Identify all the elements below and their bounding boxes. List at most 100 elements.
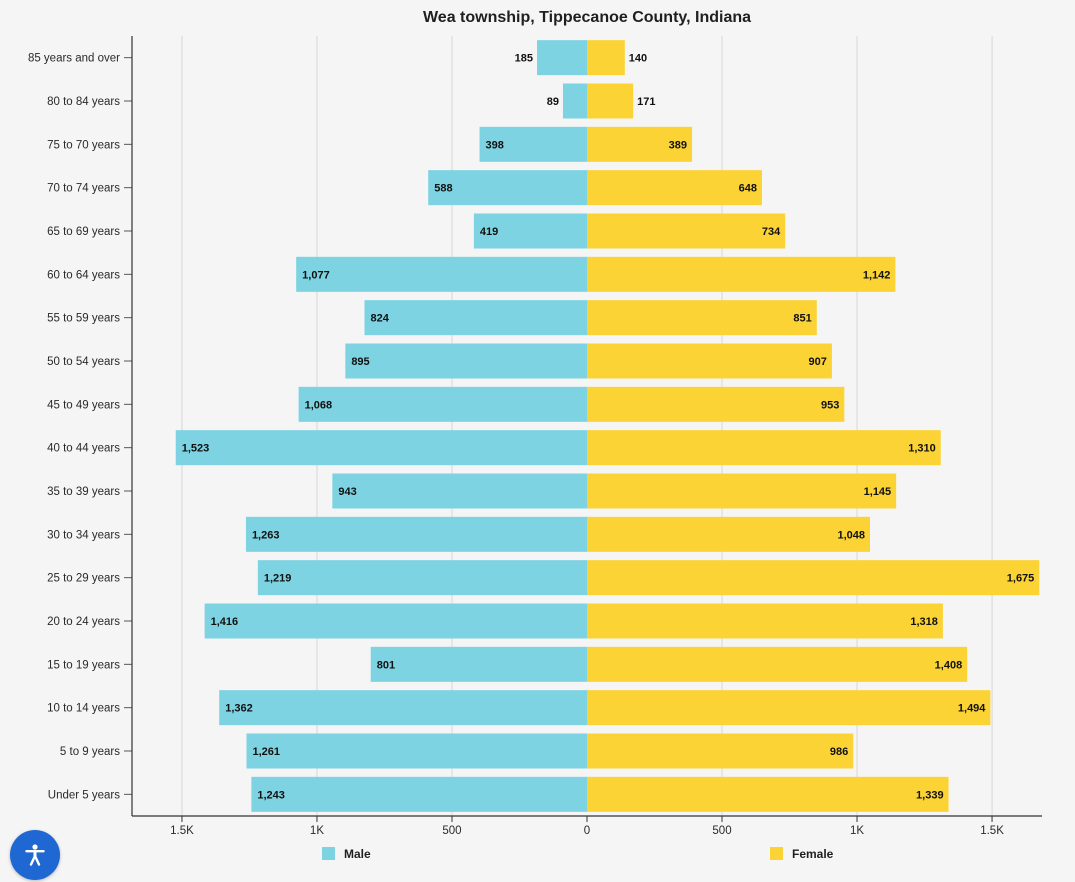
female-data-label: 1,675 (1007, 573, 1035, 585)
chart-title: Wea township, Tippecanoe County, Indiana (423, 9, 751, 26)
bars: 185 140 89 171 398 389 588 648 419 734 1,077 1,142 8… (175, 40, 1040, 812)
female-data-label: 1,310 (908, 443, 936, 455)
male-data-label: 1,523 (182, 443, 210, 455)
male-data-label: 588 (434, 183, 452, 195)
accessibility-button[interactable] (10, 830, 60, 880)
category-label: 45 to 49 years (47, 399, 120, 411)
female-bar (587, 300, 817, 336)
male-data-label: 419 (480, 226, 498, 238)
male-legend-swatch (322, 847, 335, 860)
category-label: 30 to 34 years (47, 529, 120, 541)
male-bar (246, 733, 587, 769)
female-bar (587, 646, 968, 682)
female-data-label: 1,145 (864, 486, 892, 498)
male-bar (204, 603, 587, 639)
x-tick-label: 1K (310, 825, 324, 837)
male-bar (257, 560, 587, 596)
legend: Male Female (322, 847, 834, 861)
category-label: 15 to 19 years (47, 659, 120, 671)
female-bar (587, 733, 854, 769)
category-label: 75 to 70 years (47, 139, 120, 151)
female-bar (587, 213, 786, 249)
x-tick-label: 0 (584, 825, 590, 837)
female-data-label: 171 (637, 96, 655, 108)
male-data-label: 1,219 (264, 573, 292, 585)
male-bar (245, 516, 587, 552)
x-tick-label: 1.5K (980, 825, 1004, 837)
female-data-label: 140 (629, 53, 647, 65)
grid-lines (181, 36, 993, 816)
female-data-label: 734 (762, 226, 781, 238)
male-data-label: 1,362 (225, 703, 253, 715)
category-label: 40 to 44 years (47, 443, 120, 455)
male-data-label: 185 (515, 53, 533, 65)
category-label: 10 to 14 years (47, 703, 120, 715)
female-data-label: 1,048 (837, 529, 865, 541)
category-label: 20 to 24 years (47, 616, 120, 628)
x-tick-label: 500 (442, 825, 461, 837)
male-bar (296, 256, 587, 292)
female-bar (587, 40, 625, 76)
female-bar (587, 473, 897, 509)
male-bar (537, 40, 587, 76)
male-bar (345, 343, 587, 379)
female-bar (587, 386, 845, 422)
male-legend-label: Male (344, 847, 371, 861)
male-bar (251, 776, 587, 812)
category-label: 55 to 59 years (47, 313, 120, 325)
category-label: 80 to 84 years (47, 96, 120, 108)
female-data-label: 1,142 (863, 269, 891, 281)
female-data-label: 986 (830, 746, 848, 758)
female-legend-label: Female (792, 847, 834, 861)
female-data-label: 1,494 (958, 703, 986, 715)
female-data-label: 851 (793, 313, 811, 325)
male-data-label: 1,416 (211, 616, 239, 628)
category-label: 70 to 74 years (47, 183, 120, 195)
axes: 85 years and over 80 to 84 years 75 to 70 … (28, 36, 1042, 837)
female-bar (587, 170, 762, 206)
male-data-label: 89 (547, 96, 559, 108)
male-bar (219, 690, 587, 726)
female-data-label: 907 (809, 356, 827, 368)
female-bar (587, 430, 941, 466)
male-data-label: 398 (486, 139, 504, 151)
male-bar (479, 126, 587, 162)
female-bar (587, 83, 634, 119)
male-data-label: 824 (370, 313, 389, 325)
male-data-label: 943 (338, 486, 356, 498)
accessibility-icon (25, 844, 45, 866)
category-label: 25 to 29 years (47, 573, 120, 585)
male-data-label: 895 (351, 356, 369, 368)
x-tick-label: 1.5K (170, 825, 194, 837)
male-data-label: 801 (377, 659, 395, 671)
category-label: 50 to 54 years (47, 356, 120, 368)
male-bar (298, 386, 587, 422)
female-bar (587, 343, 832, 379)
category-label: 85 years and over (28, 53, 120, 65)
male-bar (332, 473, 587, 509)
female-data-label: 1,339 (916, 789, 944, 801)
female-bar (587, 690, 991, 726)
male-data-label: 1,243 (257, 789, 285, 801)
female-bar (587, 603, 943, 639)
female-data-label: 648 (739, 183, 757, 195)
category-label: 60 to 64 years (47, 269, 120, 281)
male-bar (562, 83, 587, 119)
category-label: 5 to 9 years (60, 746, 120, 758)
female-data-label: 1,408 (935, 659, 963, 671)
male-data-label: 1,068 (305, 399, 333, 411)
female-legend-swatch (770, 847, 783, 860)
female-bar (587, 776, 949, 812)
male-data-label: 1,263 (252, 529, 280, 541)
female-bar (587, 560, 1040, 596)
category-label: Under 5 years (48, 789, 120, 801)
male-bar (175, 430, 587, 466)
female-bar (587, 516, 870, 552)
female-data-label: 389 (669, 139, 687, 151)
x-tick-label: 1K (850, 825, 864, 837)
female-data-label: 953 (821, 399, 839, 411)
female-bar (587, 256, 896, 292)
category-label: 35 to 39 years (47, 486, 120, 498)
